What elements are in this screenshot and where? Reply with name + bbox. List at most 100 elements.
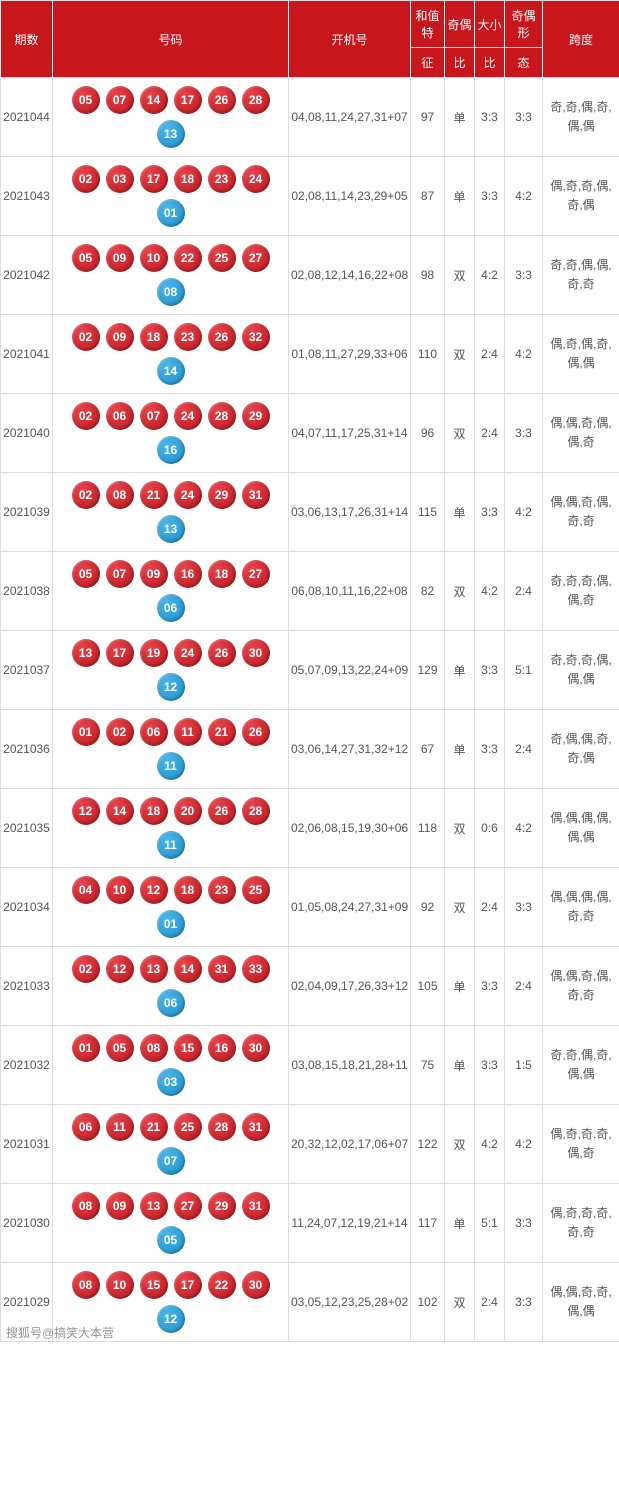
cell-hezhi: 122 [411,1105,445,1184]
red-ball: 23 [174,323,202,351]
red-ball: 02 [72,323,100,351]
col-form-top: 奇偶形 [505,1,543,48]
red-ball: 31 [242,1113,270,1141]
cell-hezhi: 67 [411,710,445,789]
cell-daxiao: 4:2 [505,789,543,868]
red-ball: 05 [72,244,100,272]
cell-qiou-type: 单 [445,947,475,1026]
cell-daxiao: 2:4 [505,710,543,789]
red-ball: 24 [242,165,270,193]
cell-period: 2021034 [1,868,53,947]
red-ball: 13 [140,955,168,983]
cell-qiou-ratio: 3:3 [475,157,505,236]
red-ball: 07 [106,560,134,588]
blue-ball: 12 [157,673,185,701]
cell-kaiji: 02,08,12,14,16,22+08 [289,236,411,315]
cell-daxiao: 3:3 [505,394,543,473]
cell-hezhi: 115 [411,473,445,552]
blue-ball: 11 [157,831,185,859]
table-header: 期数 号码 开机号 和值特 奇偶 大小 奇偶形 跨度 征 比 比 态 [1,1,619,78]
cell-hezhi: 75 [411,1026,445,1105]
red-ball: 21 [140,481,168,509]
col-hezhi-bot: 征 [411,48,445,78]
cell-qiou-ratio: 5:1 [475,1184,505,1263]
cell-qiou-ratio: 2:4 [475,394,505,473]
red-ball: 11 [106,1113,134,1141]
red-ball: 09 [106,323,134,351]
cell-kaiji: 02,06,08,15,19,30+06 [289,789,411,868]
red-ball: 31 [208,955,236,983]
cell-kaiji: 04,07,11,17,25,31+14 [289,394,411,473]
cell-daxiao: 4:2 [505,157,543,236]
cell-kaiji: 02,04,09,17,26,33+12 [289,947,411,1026]
red-ball: 24 [174,402,202,430]
table-row: 20210351214182026281102,06,08,15,19,30+0… [1,789,619,868]
red-ball: 15 [174,1034,202,1062]
cell-kaiji: 06,08,10,11,16,22+08 [289,552,411,631]
red-ball: 28 [208,402,236,430]
red-ball: 23 [208,876,236,904]
cell-kaiji: 04,08,11,24,27,31+07 [289,78,411,157]
col-period: 期数 [1,1,53,78]
cell-kaiji: 03,06,13,17,26,31+14 [289,473,411,552]
cell-period: 2021040 [1,394,53,473]
cell-numbers: 01050815163003 [53,1026,289,1105]
cell-hezhi: 96 [411,394,445,473]
red-ball: 22 [174,244,202,272]
red-ball: 14 [106,797,134,825]
cell-kaiji: 02,08,11,14,23,29+05 [289,157,411,236]
red-ball: 20 [174,797,202,825]
red-ball: 23 [208,165,236,193]
red-ball: 17 [174,1271,202,1299]
table-row: 20210360102061121261103,06,14,27,31,32+1… [1,710,619,789]
cell-numbers: 05091022252708 [53,236,289,315]
red-ball: 28 [208,1113,236,1141]
cell-numbers: 02121314313306 [53,947,289,1026]
blue-ball: 13 [157,515,185,543]
cell-period: 2021043 [1,157,53,236]
red-ball: 13 [140,1192,168,1220]
red-ball: 28 [242,86,270,114]
cell-qiou-ratio: 3:3 [475,710,505,789]
red-ball: 27 [242,244,270,272]
red-ball: 12 [106,955,134,983]
cell-kaiji: 01,05,08,24,27,31+09 [289,868,411,947]
cell-form: 奇,奇,奇,偶,偶,偶 [543,631,619,710]
col-numbers: 号码 [53,1,289,78]
red-ball: 33 [242,955,270,983]
blue-ball: 06 [157,989,185,1017]
cell-qiou-ratio: 4:2 [475,236,505,315]
red-ball: 25 [242,876,270,904]
red-ball: 26 [242,718,270,746]
red-ball: 19 [140,639,168,667]
cell-qiou-type: 双 [445,789,475,868]
col-form-bot: 态 [505,48,543,78]
red-ball: 18 [174,876,202,904]
red-ball: 05 [72,86,100,114]
red-ball: 08 [140,1034,168,1062]
red-ball: 24 [174,639,202,667]
cell-qiou-type: 单 [445,157,475,236]
red-ball: 07 [140,402,168,430]
red-ball: 26 [208,639,236,667]
red-ball: 25 [208,244,236,272]
red-ball: 14 [140,86,168,114]
red-ball: 21 [140,1113,168,1141]
cell-hezhi: 97 [411,78,445,157]
red-ball: 05 [106,1034,134,1062]
cell-qiou-type: 单 [445,1026,475,1105]
cell-period: 2021042 [1,236,53,315]
red-ball: 13 [72,639,100,667]
red-ball: 26 [208,86,236,114]
red-ball: 01 [72,1034,100,1062]
lottery-table: 期数 号码 开机号 和值特 奇偶 大小 奇偶形 跨度 征 比 比 态 20210… [0,0,619,1342]
cell-form: 偶,奇,偶,奇,偶,偶 [543,315,619,394]
cell-daxiao: 2:4 [505,947,543,1026]
cell-numbers: 02060724282916 [53,394,289,473]
red-ball: 32 [242,323,270,351]
red-ball: 31 [242,1192,270,1220]
cell-qiou-ratio: 3:3 [475,78,505,157]
cell-numbers: 02031718232401 [53,157,289,236]
cell-numbers: 13171924263012 [53,631,289,710]
cell-numbers: 08091327293105 [53,1184,289,1263]
